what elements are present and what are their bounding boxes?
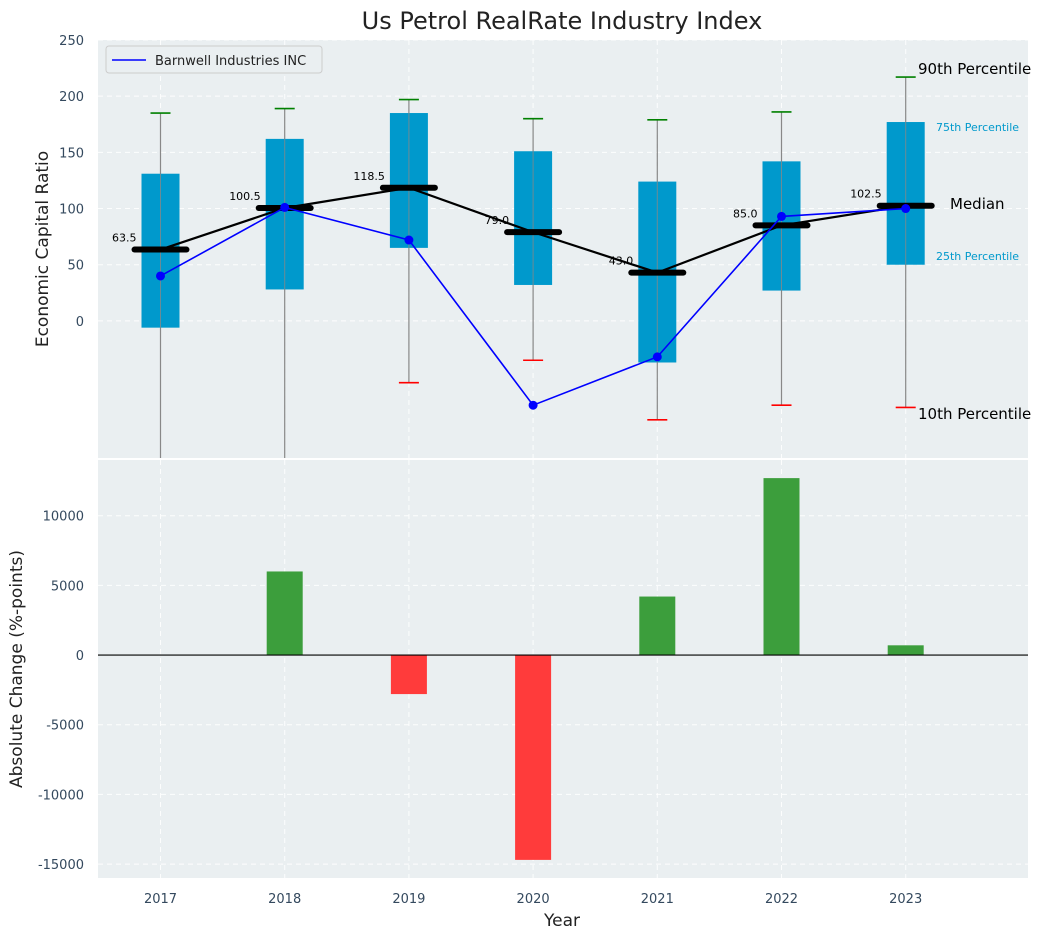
- bottom-y-tick-label: 5000: [51, 579, 84, 594]
- x-axis-label: Year: [543, 911, 580, 931]
- company-point: [901, 204, 911, 214]
- change-bar: [390, 655, 427, 695]
- bottom-y-tick-label: 10000: [43, 510, 84, 525]
- median-value-label: 43.0: [609, 255, 634, 268]
- top-y-axis-label: Economic Capital Ratio: [33, 151, 53, 347]
- x-tick-label: 2017: [144, 892, 177, 907]
- bottom-y-tick-label: -10000: [38, 788, 84, 803]
- top-y-tick-label: 50: [67, 259, 84, 274]
- bottom-y-tick-label: 0: [76, 649, 84, 664]
- bottom-plot-area: [98, 460, 1028, 878]
- top-y-tick-label: 200: [59, 90, 84, 105]
- median-value-label: 118.5: [353, 170, 385, 183]
- x-tick-label: 2019: [392, 892, 425, 907]
- change-bar: [515, 655, 552, 860]
- company-point: [156, 271, 165, 281]
- p10-label: 10th Percentile: [918, 405, 1031, 423]
- company-point: [652, 352, 662, 362]
- bottom-y-axis-label: Absolute Change (%-points): [7, 550, 27, 788]
- company-point: [777, 211, 786, 221]
- bottom-y-tick-label: -15000: [38, 858, 84, 873]
- median-value-label: 102.5: [850, 188, 882, 201]
- median-value-label: 63.5: [112, 232, 137, 245]
- p75-label: 75th Percentile: [936, 121, 1019, 134]
- x-tick-label: 2022: [765, 892, 798, 907]
- top-y-tick-label: 0: [76, 315, 84, 330]
- legend: Barnwell Industries INC: [105, 45, 323, 74]
- change-bar: [266, 571, 303, 656]
- top-y-tick-label: 100: [59, 203, 84, 218]
- median-label: Median: [950, 195, 1005, 213]
- top-y-tick-label: 150: [59, 146, 84, 161]
- x-tick-label: 2021: [641, 892, 674, 907]
- bottom-y-tick-label: -5000: [46, 719, 84, 734]
- p90-label: 90th Percentile: [918, 60, 1031, 78]
- top-y-tick-label: 250: [59, 34, 84, 49]
- company-point: [404, 235, 414, 245]
- x-tick-label: 2018: [268, 892, 301, 907]
- p25-label: 25th Percentile: [936, 250, 1019, 263]
- company-point: [528, 400, 538, 410]
- top-plot-area: [98, 40, 1028, 458]
- company-point: [280, 202, 290, 212]
- bottom-panel: -15000 -10000 -5000 0 5000 10000 2017 2018 2019…: [7, 460, 1028, 931]
- median-value-label: 100.5: [229, 190, 261, 203]
- legend-entry-company: Barnwell Industries INC: [155, 54, 306, 69]
- chart-title: Us Petrol RealRate Industry Index: [362, 7, 763, 35]
- median-value-label: 85.0: [733, 207, 758, 220]
- x-tick-label: 2020: [517, 892, 550, 907]
- change-bar: [763, 478, 800, 656]
- top-panel: 0 50 100 150 200 250 63.5 100.5 118.5 79.0 43.0 85…: [33, 34, 1031, 458]
- x-tick-label: 2023: [889, 892, 922, 907]
- change-bar: [887, 645, 924, 656]
- legend-box: [105, 45, 323, 74]
- change-bar: [639, 596, 676, 656]
- median-value-label: 79.0: [485, 214, 510, 227]
